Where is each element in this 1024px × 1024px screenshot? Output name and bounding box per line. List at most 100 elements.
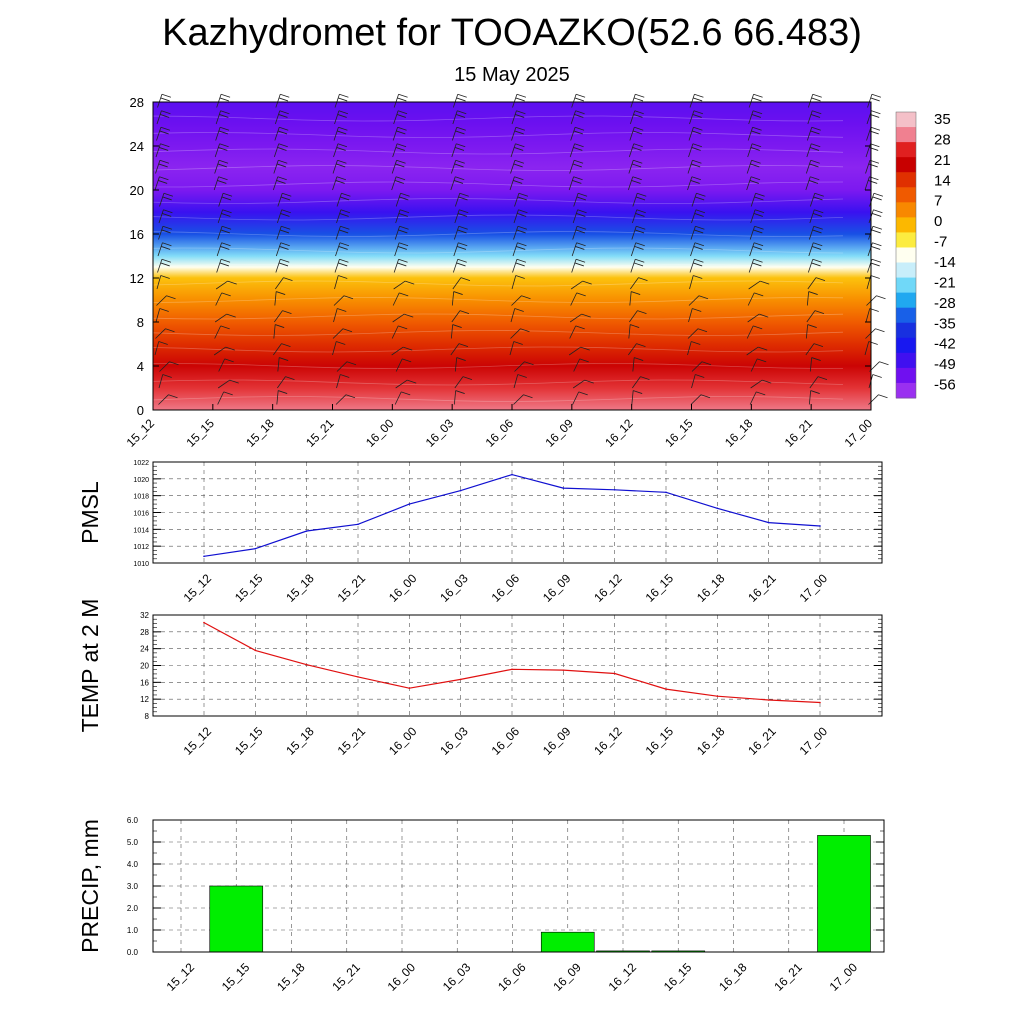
barb-flag: [872, 374, 882, 378]
barb-staff: [746, 160, 752, 174]
barb-staff: [510, 160, 516, 174]
wind-barb: [156, 110, 171, 125]
barb-staff: [511, 110, 517, 125]
barb-staff: [215, 127, 221, 141]
barb-flag: [868, 341, 878, 345]
barb-flag: [281, 225, 291, 230]
barb-flag: [872, 196, 882, 201]
barb-staff: [157, 94, 163, 108]
barb-staff: [395, 209, 401, 224]
barb-flag: [871, 93, 882, 98]
barb-staff: [217, 379, 230, 389]
barb-staff: [750, 209, 756, 224]
barb-staff: [218, 358, 226, 372]
barb-staff: [747, 143, 753, 158]
wind-barb: [807, 258, 822, 273]
wind-barb: [393, 258, 408, 273]
wind-barb: [155, 308, 169, 323]
barb-flag: [219, 126, 230, 131]
barb-flag: [870, 114, 880, 118]
wind-barb: [213, 176, 228, 191]
barb-staff: [746, 346, 759, 356]
barb-flag: [631, 291, 641, 295]
barb-flag: [283, 277, 293, 281]
wind-barb: [809, 209, 824, 224]
barb-flag: [278, 159, 288, 164]
wind-barb: [806, 291, 818, 306]
barb-staff: [805, 324, 809, 339]
y-tick-label: 24: [140, 645, 149, 654]
barb-flag: [276, 163, 287, 168]
data-point: [819, 701, 821, 704]
wind-barb: [454, 209, 469, 224]
y-tick-label: 0: [137, 403, 144, 418]
wind-barb: [215, 292, 231, 306]
barb-flag: [457, 258, 467, 263]
barb-flag: [341, 192, 351, 197]
barb-flag: [751, 159, 761, 164]
barb-flag: [165, 328, 175, 333]
barb-staff: [454, 209, 460, 224]
y-tick-label: 1.0: [127, 926, 139, 935]
barb-staff: [569, 143, 575, 158]
barb-staff: [509, 176, 515, 191]
wind-barb: [630, 277, 648, 290]
barb-flag: [396, 114, 406, 118]
barb-staff: [391, 346, 404, 356]
barb-flag: [226, 313, 236, 318]
wind-barb: [156, 126, 171, 141]
barb-flag: [405, 280, 415, 285]
barb-flag: [458, 343, 469, 347]
barb-staff: [689, 94, 695, 108]
colorbar-box: [896, 322, 916, 339]
barb-staff: [454, 357, 458, 372]
barb-flag: [280, 196, 291, 201]
barb-flag: [572, 163, 582, 168]
barb-flag: [634, 110, 644, 115]
barb-flag: [455, 176, 465, 181]
wind-barb: [333, 126, 348, 141]
barb-flag: [809, 147, 820, 151]
barb-flag: [404, 313, 414, 318]
barb-flag: [693, 262, 703, 267]
contour-line: [152, 264, 844, 270]
barb-flag: [166, 295, 176, 300]
barb-staff: [451, 127, 458, 141]
barb-flag: [220, 110, 230, 115]
barb-flag: [760, 280, 770, 285]
barb-staff: [746, 325, 754, 339]
barb-flag: [399, 196, 409, 201]
barb-flag: [575, 110, 585, 115]
wind-barb: [334, 93, 349, 108]
y-tick-label: 1014: [133, 527, 149, 534]
barb-flag: [811, 246, 822, 250]
wind-barb: [395, 192, 410, 207]
y-tick-label: 1022: [133, 460, 149, 467]
wind-barb: [690, 394, 711, 405]
barb-staff: [393, 94, 399, 108]
barb-staff: [747, 292, 755, 306]
wind-barb: [809, 357, 821, 372]
barb-staff: [451, 310, 461, 323]
colorbar-box: [896, 112, 916, 128]
barb-flag: [694, 213, 704, 217]
barb-flag: [868, 180, 878, 184]
barb-flag: [751, 114, 761, 118]
barb-flag: [399, 209, 410, 214]
wind-barb: [514, 192, 529, 207]
wind-barb: [217, 391, 233, 405]
barb-flag: [340, 225, 350, 230]
barb-staff: [275, 94, 281, 108]
barb-flag: [750, 147, 760, 151]
colorbar-box: [896, 337, 916, 354]
barb-flag: [158, 180, 168, 184]
barb-flag: [813, 343, 824, 347]
contour-line: [152, 231, 844, 237]
wind-barb: [513, 374, 527, 389]
barb-flag: [873, 192, 884, 197]
wind-barb: [864, 341, 878, 356]
barb-flag: [691, 147, 701, 151]
barb-flag: [813, 196, 823, 201]
colorbar-box: [896, 187, 916, 203]
barb-flag: [518, 192, 529, 197]
